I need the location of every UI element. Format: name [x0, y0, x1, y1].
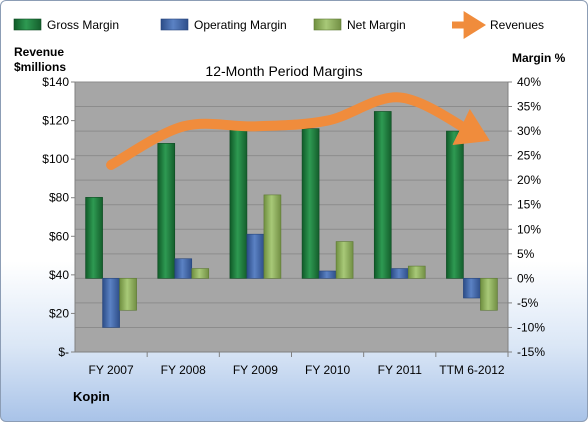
right-axis-tick-label: 20%	[517, 173, 541, 187]
left-axis-label-line-2: $millions	[14, 60, 66, 74]
revenue-series	[106, 92, 490, 170]
left-axis-tick-label: $40	[49, 268, 69, 282]
operating-margin-bar	[102, 278, 120, 328]
gross-margin-bar	[446, 130, 464, 279]
x-axis-tick-label: FY 2008	[161, 363, 206, 377]
left-axis-tick-label: $-	[58, 345, 69, 359]
operating-margin-bar	[174, 258, 193, 279]
legend-swatch-gross-margin	[13, 18, 42, 31]
chart-title: 12-Month Period Margins	[205, 63, 362, 79]
right-axis-tick-label: -10%	[517, 320, 545, 334]
operating-margin-bar	[246, 233, 265, 279]
revenues-line	[106, 92, 490, 170]
right-axis-tick-label: 40%	[517, 75, 541, 89]
left-axis-tick-label: $120	[42, 114, 69, 128]
left-axis-tick-label: $100	[42, 152, 69, 166]
right-axis-tick-label: -5%	[517, 296, 539, 310]
legend-swatch-operating-margin	[160, 18, 189, 31]
legend-label: Gross Margin	[47, 18, 119, 32]
company-label: Kopin	[73, 389, 110, 404]
right-axis-tick-label: 15%	[517, 198, 541, 212]
left-axis-tick-label: $60	[49, 229, 69, 243]
gridlines	[75, 81, 508, 353]
legend: Gross Margin Operating Margin Net Margin Re…	[13, 11, 544, 39]
gross-margin-bar	[301, 128, 320, 279]
right-axis-tick-label: -15%	[517, 345, 545, 359]
net-margin-bar	[191, 268, 210, 279]
operating-margin-bar	[463, 278, 481, 299]
right-axis-tick-label: 5%	[517, 247, 535, 261]
left-axis-tick-label: $140	[42, 75, 69, 89]
net-margin-bar	[407, 265, 426, 279]
left-axis-tick-label: $20	[49, 306, 69, 320]
x-axis-tick-label: FY 2010	[305, 363, 350, 377]
left-axis-label-line-1: Revenue	[14, 45, 64, 59]
net-margin-bar	[263, 194, 282, 279]
gross-margin-bar	[157, 143, 176, 279]
legend-label: Net Margin	[347, 18, 406, 32]
gross-margin-bar	[373, 111, 392, 279]
net-margin-bar	[480, 278, 498, 311]
right-axis-tick-label: 30%	[517, 124, 541, 138]
operating-margin-bar	[390, 268, 409, 279]
right-axis-tick-label: 25%	[517, 149, 541, 163]
x-axis-tick-label: FY 2007	[89, 363, 134, 377]
gross-margin-bar	[229, 125, 248, 279]
legend-label: Operating Margin	[194, 18, 287, 32]
net-margin-bar	[119, 278, 137, 311]
operating-margin-bar	[318, 270, 337, 279]
gross-margin-bar	[85, 197, 103, 279]
x-axis-tick-label: FY 2011	[378, 363, 423, 377]
bars	[85, 111, 498, 328]
axes: $140 $120 $100 $80 $60 $40 $20 $- 40% 35% 30% 25% 20…	[42, 75, 545, 377]
left-axis-tick-label: $80	[49, 191, 69, 205]
right-axis-tick-label: 10%	[517, 222, 541, 236]
right-axis-tick-label: 0%	[517, 271, 535, 285]
net-margin-bar	[335, 241, 354, 279]
legend-label: Revenues	[490, 18, 544, 32]
legend-swatch-net-margin	[313, 18, 342, 31]
x-axis-tick-label: TTM 6-2012	[439, 363, 505, 377]
right-axis-tick-label: 35%	[517, 100, 541, 114]
right-axis-label: Margin %	[512, 51, 566, 65]
x-axis-tick-label: FY 2009	[233, 363, 278, 377]
